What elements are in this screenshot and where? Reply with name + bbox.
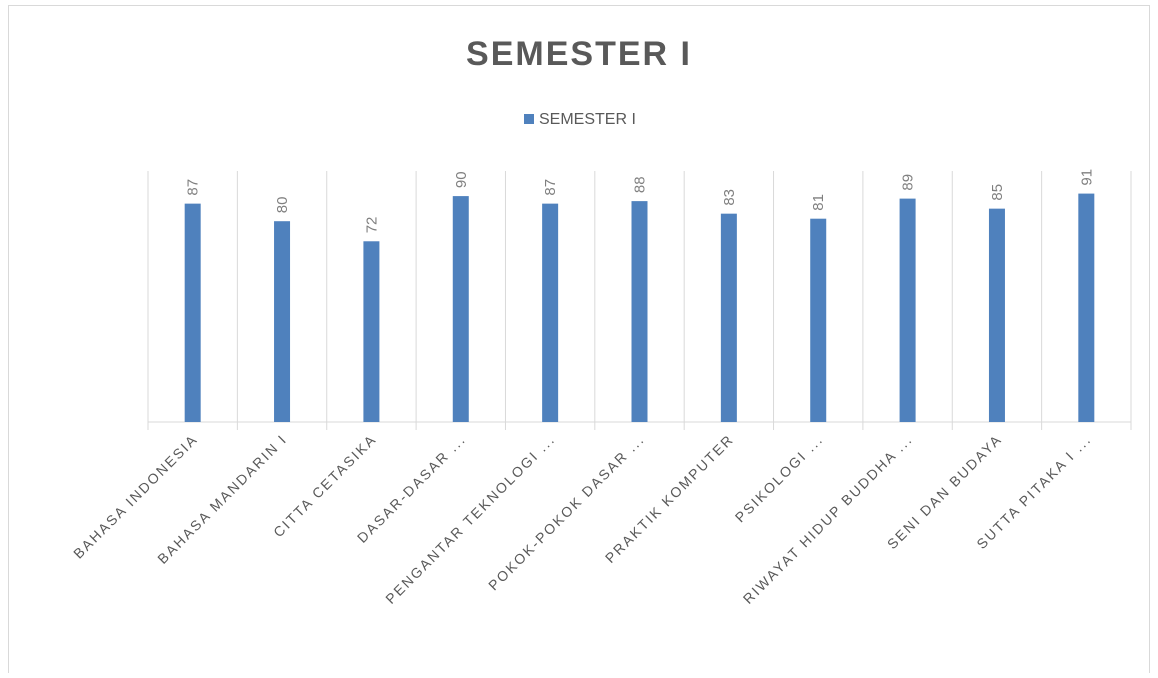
chart-border [8,5,1150,678]
data-label: 85 [989,184,1006,201]
data-label: 87 [542,179,559,196]
bar [184,203,201,422]
bar [988,208,1005,422]
bar [810,218,827,422]
data-label: 80 [274,197,291,214]
data-label: 83 [721,189,738,206]
data-label: 89 [900,174,917,191]
bar [899,198,916,422]
bar [631,201,648,422]
chart-title: SEMESTER I [466,35,692,73]
data-label: 81 [810,194,827,211]
data-label: 72 [363,217,380,234]
data-label: 90 [453,171,470,188]
data-label: 91 [1078,169,1095,186]
bar [363,241,380,422]
data-label: 87 [185,179,202,196]
bar [452,196,469,422]
legend-label: SEMESTER I [539,111,636,128]
data-label: 88 [632,176,649,193]
bar [274,221,291,422]
bar [542,203,559,422]
bar [1078,193,1095,422]
bar [720,213,737,422]
legend-swatch [524,114,534,124]
